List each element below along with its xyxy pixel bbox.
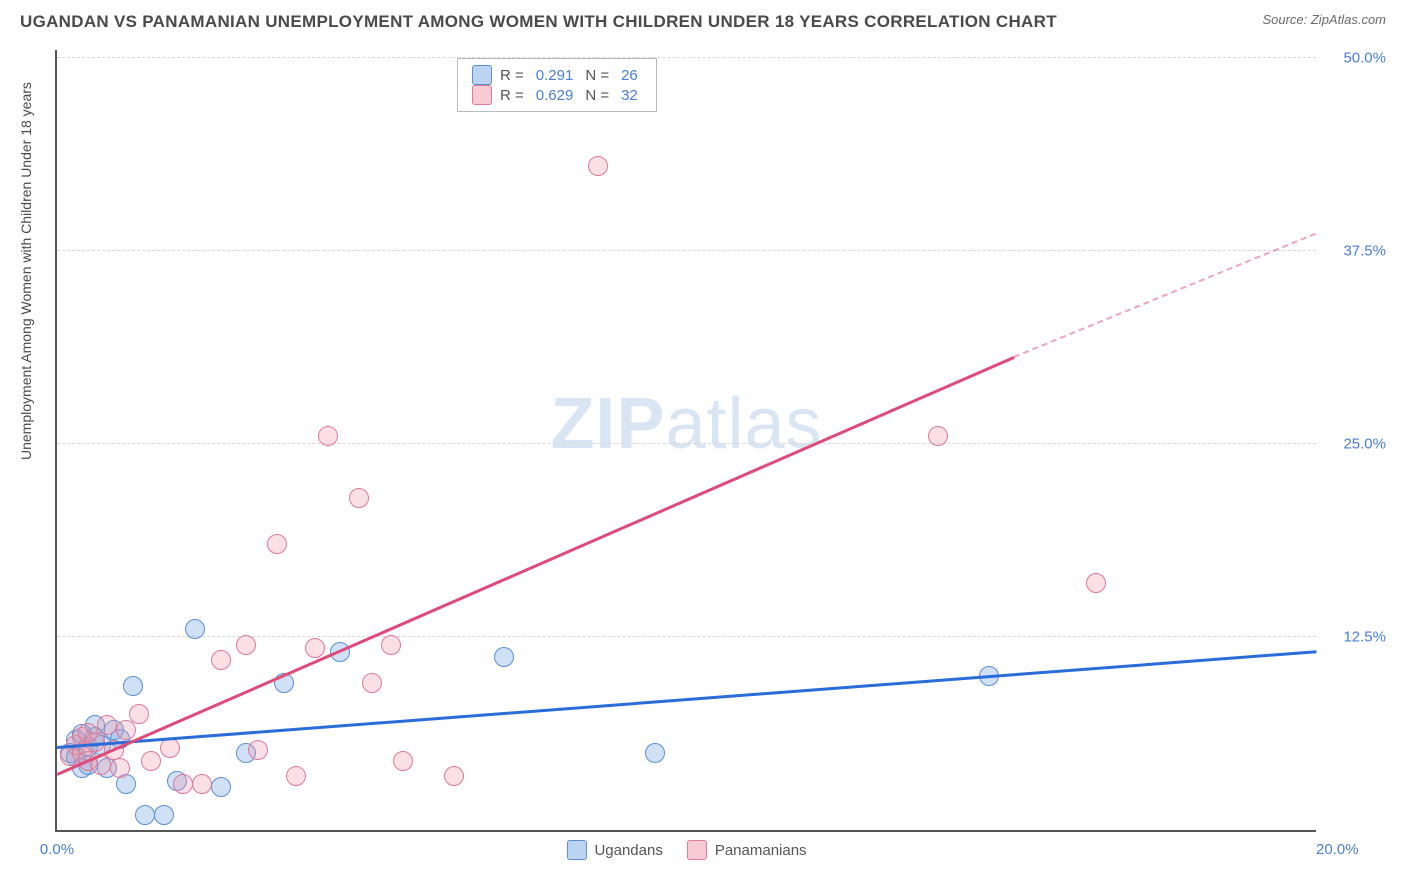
trend-line — [1013, 233, 1316, 359]
data-point — [123, 676, 143, 696]
swatch-icon — [566, 840, 586, 860]
swatch-panamanians — [472, 85, 492, 105]
data-point — [1086, 573, 1106, 593]
data-point — [211, 777, 231, 797]
data-point — [236, 635, 256, 655]
data-point — [173, 774, 193, 794]
legend-item-ugandans: Ugandans — [566, 840, 662, 860]
data-point — [362, 673, 382, 693]
legend-row-s2: R = 0.629 N = 32 — [472, 85, 642, 105]
swatch-icon — [687, 840, 707, 860]
data-point — [928, 426, 948, 446]
correlation-legend: R = 0.291 N = 26 R = 0.629 N = 32 — [457, 58, 657, 112]
trend-line — [57, 357, 1015, 776]
legend-row-s1: R = 0.291 N = 26 — [472, 65, 642, 85]
source-label: Source: ZipAtlas.com — [1262, 12, 1386, 27]
trend-line — [57, 650, 1316, 748]
data-point — [160, 738, 180, 758]
data-point — [141, 751, 161, 771]
data-point — [154, 805, 174, 825]
y-tick-label: 37.5% — [1343, 242, 1386, 259]
series-legend: Ugandans Panamanians — [566, 840, 806, 860]
y-tick-label: 12.5% — [1343, 628, 1386, 645]
x-tick-label: 0.0% — [40, 841, 74, 858]
grid-line — [57, 57, 1316, 58]
data-point — [444, 766, 464, 786]
data-point — [97, 715, 117, 735]
data-point — [645, 743, 665, 763]
y-tick-label: 50.0% — [1343, 49, 1386, 66]
data-point — [393, 751, 413, 771]
data-point — [494, 647, 514, 667]
data-point — [286, 766, 306, 786]
data-point — [192, 774, 212, 794]
data-point — [211, 650, 231, 670]
x-tick-label: 20.0% — [1316, 841, 1386, 858]
data-point — [248, 740, 268, 760]
chart-container: UGANDAN VS PANAMANIAN UNEMPLOYMENT AMONG… — [0, 0, 1406, 892]
data-point — [305, 638, 325, 658]
data-point — [381, 635, 401, 655]
y-axis-label: Unemployment Among Women with Children U… — [18, 82, 34, 460]
data-point — [349, 488, 369, 508]
grid-line — [57, 443, 1316, 444]
data-point — [185, 619, 205, 639]
data-point — [135, 805, 155, 825]
title-bar: UGANDAN VS PANAMANIAN UNEMPLOYMENT AMONG… — [0, 0, 1406, 32]
grid-line — [57, 250, 1316, 251]
legend-item-panamanians: Panamanians — [687, 840, 807, 860]
data-point — [129, 704, 149, 724]
chart-title: UGANDAN VS PANAMANIAN UNEMPLOYMENT AMONG… — [20, 12, 1057, 32]
data-point — [588, 156, 608, 176]
plot-area: ZIPatlas R = 0.291 N = 26 R = 0.629 N = … — [55, 50, 1316, 832]
data-point — [318, 426, 338, 446]
data-point — [110, 758, 130, 778]
y-tick-label: 25.0% — [1343, 435, 1386, 452]
watermark: ZIPatlas — [550, 383, 822, 465]
data-point — [267, 534, 287, 554]
swatch-ugandans — [472, 65, 492, 85]
